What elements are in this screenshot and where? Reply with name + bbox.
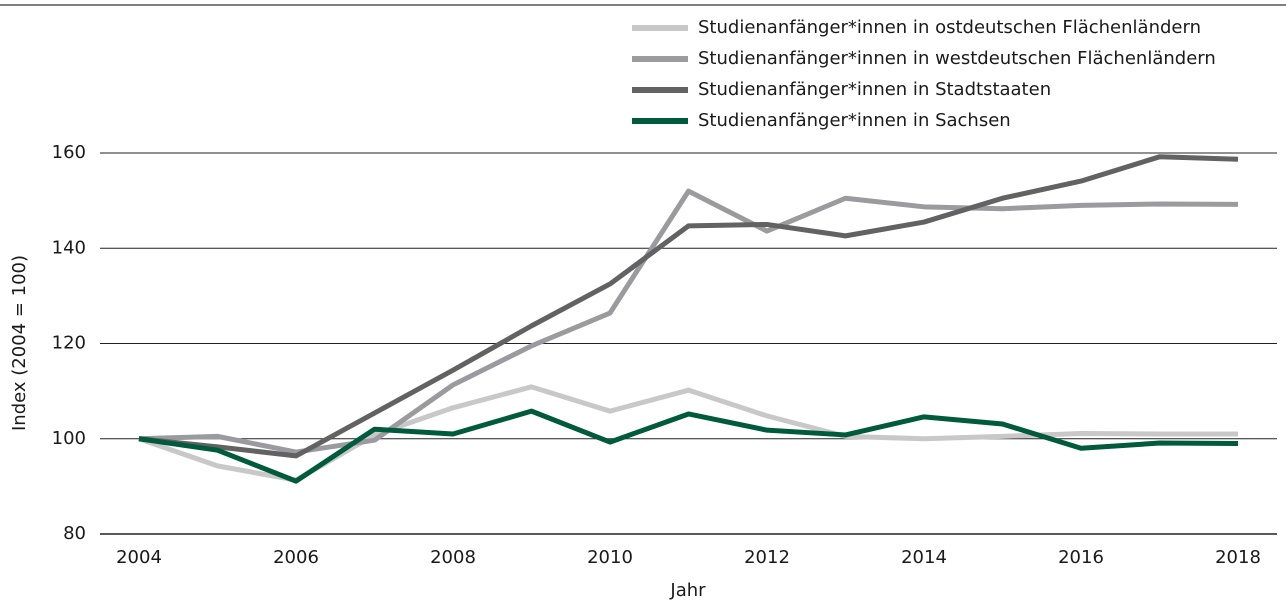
x-axis-label: Jahr: [669, 580, 706, 601]
legend-label: Studienanfänger*innen in westdeutschen F…: [698, 48, 1216, 69]
x-tick-label: 2016: [1058, 547, 1104, 568]
y-tick-label: 80: [63, 523, 86, 544]
x-tick-label: 2012: [744, 547, 790, 568]
series-line: [138, 384, 1238, 483]
x-tick-label: 2008: [430, 547, 476, 568]
x-tick-label: 2010: [587, 547, 633, 568]
series-line: [138, 154, 1239, 459]
x-tick-label: 2004: [116, 547, 162, 568]
y-axis-label: Index (2004 = 100): [9, 255, 30, 431]
y-tick-label: 100: [52, 428, 86, 449]
y-tick-label: 160: [52, 142, 86, 163]
y-tick-label: 120: [52, 333, 86, 354]
x-tick-label: 2006: [273, 547, 319, 568]
x-tick-label: 2018: [1215, 547, 1261, 568]
series-line: [138, 408, 1239, 484]
series-line: [138, 188, 1239, 455]
legend-label: Studienanfänger*innen in Sachsen: [698, 110, 1011, 131]
y-tick-label: 140: [52, 237, 86, 258]
legend-label: Studienanfänger*innen in Stadtstaaten: [698, 79, 1051, 100]
legend-label: Studienanfänger*innen in ostdeutschen Fl…: [698, 17, 1201, 38]
x-tick-label: 2014: [901, 547, 947, 568]
